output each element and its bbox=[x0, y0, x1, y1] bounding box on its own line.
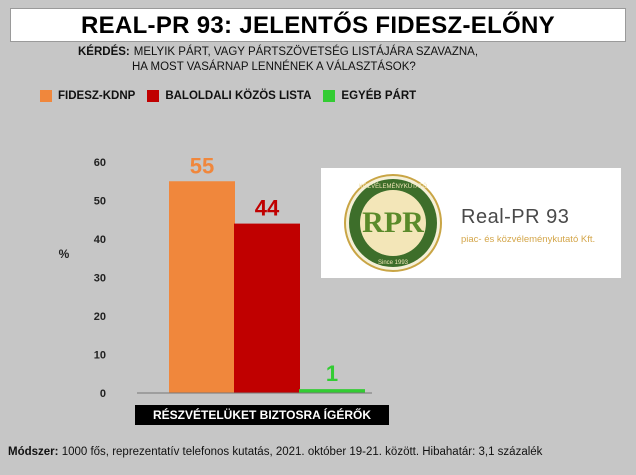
y-tick-label: 50 bbox=[94, 196, 106, 208]
logo-ring-bottom: Since 1993 bbox=[378, 260, 409, 266]
legend-label-baloldal: BALOLDALI KÖZÖS LISTA bbox=[165, 90, 312, 102]
logo-company-name: Real-PR 93 bbox=[461, 206, 570, 228]
legend-label-egyeb: EGYÉB PÁRT bbox=[341, 90, 417, 102]
data-label-fidesz: 55 bbox=[190, 153, 214, 178]
data-label-egyeb: 1 bbox=[326, 361, 338, 386]
methodology-note: Módszer: 1000 fős, reprezentatív telefon… bbox=[8, 446, 542, 458]
y-tick-label: 10 bbox=[94, 350, 106, 362]
logo-panel: RPR KÖZVÉLEMÉNYKUTATÓ Since 1993 Real-PR… bbox=[321, 168, 621, 278]
rpr-logo-icon: RPR KÖZVÉLEMÉNYKUTATÓ Since 1993 bbox=[344, 174, 442, 272]
question-line-1: MELYIK PÁRT, VAGY PÁRTSZÖVETSÉG LISTÁJÁR… bbox=[133, 46, 479, 58]
bar-fidesz bbox=[169, 181, 235, 393]
question-label: KÉRDÉS: bbox=[78, 46, 130, 58]
chart-title: REAL-PR 93: JELENTŐS FIDESZ-ELŐNY bbox=[10, 8, 626, 42]
legend-item-baloldal: BALOLDALI KÖZÖS LISTA bbox=[147, 90, 311, 102]
y-tick-label: 20 bbox=[94, 311, 106, 323]
legend-item-fidesz: FIDESZ-KDNP bbox=[40, 90, 135, 102]
y-tick-label: 0 bbox=[100, 388, 106, 400]
methodology-text: 1000 fős, reprezentatív telefonos kutatá… bbox=[61, 446, 543, 458]
legend-label-fidesz: FIDESZ-KDNP bbox=[58, 90, 136, 102]
bar-baloldal bbox=[234, 223, 300, 393]
bar-egyeb bbox=[299, 389, 365, 393]
y-axis-label: % bbox=[59, 247, 70, 261]
data-label-baloldal: 44 bbox=[255, 196, 280, 221]
survey-question: KÉRDÉS: MELYIK PÁRT, VAGY PÁRTSZÖVETSÉG L… bbox=[78, 45, 598, 75]
legend-swatch-egyeb bbox=[323, 90, 336, 102]
logo-tagline: piac- és közvéleménykutató Kft. bbox=[461, 234, 596, 245]
logo-mark: RPR bbox=[362, 206, 424, 239]
legend: FIDESZ-KDNP BALOLDALI KÖZÖS LISTA EGYÉB … bbox=[40, 90, 428, 102]
y-tick-label: 30 bbox=[94, 273, 106, 285]
logo-ring-top: KÖZVÉLEMÉNYKUTATÓ bbox=[359, 183, 428, 190]
y-tick-label: 40 bbox=[94, 234, 106, 246]
legend-swatch-fidesz bbox=[40, 90, 52, 102]
question-line-2: HA MOST VASÁRNAP LENNÉNEK A VÁLASZTÁSOK? bbox=[132, 61, 416, 73]
y-tick-label: 60 bbox=[94, 157, 106, 169]
legend-swatch-baloldal bbox=[147, 90, 160, 102]
category-label: RÉSZVÉTELÜKET BIZTOSRA ÍGÉRŐK bbox=[135, 405, 389, 425]
methodology-label: Módszer: bbox=[8, 446, 59, 458]
legend-item-egyeb: EGYÉB PÁRT bbox=[323, 90, 416, 102]
